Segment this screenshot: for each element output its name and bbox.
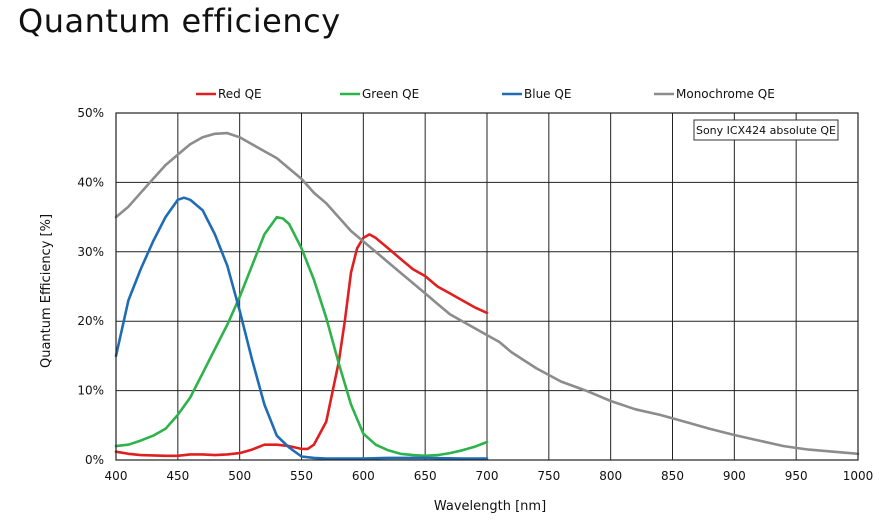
x-tick-label: 450 (166, 469, 189, 483)
legend-label: Green QE (362, 87, 419, 101)
x-tick-label: 850 (661, 469, 684, 483)
x-tick-label: 400 (105, 469, 128, 483)
series-line-blue-qe (114, 196, 489, 460)
y-tick-labels: 0% 10% 20% 30% 40% 50% (77, 106, 104, 467)
series-line-monochrome-qe (114, 131, 860, 456)
y-tick-label: 20% (77, 314, 104, 328)
x-tick-label: 1000 (843, 469, 874, 483)
series-lines (114, 131, 860, 460)
x-axis-label: Wavelength [nm] (434, 499, 546, 514)
x-tick-label: 900 (723, 469, 746, 483)
plot-frame (115, 112, 859, 461)
annotation-text: Sony ICX424 absolute QE (696, 124, 836, 137)
x-tick-label: 600 (352, 469, 375, 483)
x-tick-labels: 400 450 500 550 600 650 700 750 800 850 900 950 1000 (105, 469, 874, 483)
legend-label: Red QE (218, 87, 262, 101)
y-tick-label: 30% (77, 245, 104, 259)
x-tick-label: 800 (599, 469, 622, 483)
x-tick-label: 550 (290, 469, 313, 483)
legend-label: Blue QE (524, 87, 571, 101)
y-tick-label: 10% (77, 384, 104, 398)
legend: Red QE Green QE Blue QE Monochrome QE (196, 87, 775, 101)
x-tick-label: 950 (785, 469, 808, 483)
legend-label: Monochrome QE (676, 87, 775, 101)
x-tick-label: 500 (228, 469, 251, 483)
x-tick-label: 700 (476, 469, 499, 483)
annotation-box: Sony ICX424 absolute QE (693, 119, 839, 141)
y-tick-label: 50% (77, 106, 104, 120)
series-line-green-qe (114, 215, 489, 458)
y-tick-label: 40% (77, 175, 104, 189)
y-axis-label: Quantum Efficiency [%] (39, 214, 54, 368)
grid-lines (115, 112, 859, 461)
x-tick-label: 750 (537, 469, 560, 483)
y-tick-label: 0% (85, 453, 104, 467)
x-tick-label: 650 (414, 469, 437, 483)
page-title: Quantum efficiency (18, 2, 341, 40)
series-line-red-qe (114, 233, 489, 458)
